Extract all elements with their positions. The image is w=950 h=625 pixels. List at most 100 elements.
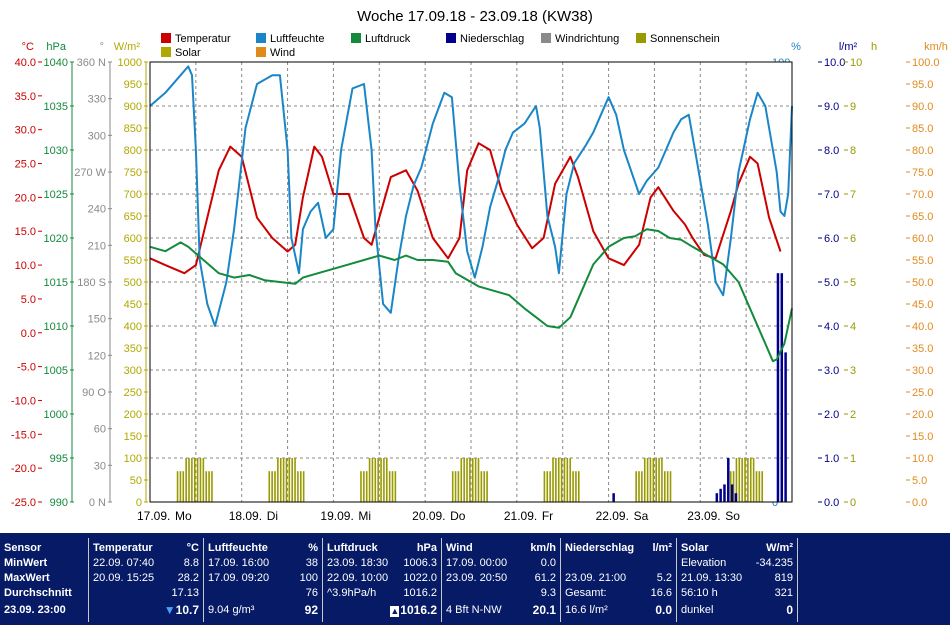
sunshine-bar	[297, 471, 299, 502]
sunshine-bar	[360, 471, 362, 502]
axis-tick-label-3-2: 900	[124, 101, 142, 113]
axis-tick-label-0-13: -25.0	[11, 497, 36, 509]
axis-tick-label-7-17: 15.0	[912, 431, 933, 443]
sunshine-bar	[383, 458, 385, 502]
axis-tick-label-3-1: 950	[124, 79, 142, 91]
solar-status: dunkel	[681, 604, 714, 616]
precipitation-total: 16.6	[650, 587, 672, 599]
legend-label-1: Luftfeuchte	[270, 33, 324, 45]
sunshine-value: 321	[774, 587, 793, 599]
legend-swatch-0	[161, 33, 171, 43]
axis-tick-label-5-9: 1.0	[824, 453, 839, 465]
axis-tick-label-6-2: 8	[850, 145, 856, 157]
axis-tick-label-3-13: 350	[124, 343, 142, 355]
axis-tick-label-3-6: 700	[124, 189, 142, 201]
solar-max: 819	[774, 572, 793, 584]
axis-tick-label-6-4: 6	[850, 233, 856, 245]
sunshine-bar	[457, 471, 460, 502]
precipitation-header: Niederschlag	[565, 542, 635, 554]
axis-tick-label-7-0: 100.0	[912, 57, 940, 69]
axis-tick-label-5-10: 0.0	[824, 497, 839, 509]
pressure-max-time: 22.09. 10:00	[327, 572, 389, 584]
sunshine-bar	[761, 471, 764, 502]
sunshine-bar	[652, 458, 655, 502]
sunshine-bar	[729, 471, 732, 502]
axis-tick-label-7-14: 30.0	[912, 365, 933, 377]
axis-tick-label-4-10: 0	[772, 497, 778, 509]
sunshine-bar	[744, 458, 746, 502]
axis-unit-6: h	[871, 41, 877, 53]
temperature-column: Temperatur °C 22.09. 07:40 8.8 20.09. 15:2…	[89, 533, 203, 625]
temperature-unit: °C	[186, 542, 199, 554]
sunshine-bar	[658, 458, 660, 502]
statistics-panel: Sensor MinWert MaxWert Durchschnitt 23.0…	[0, 533, 950, 625]
sunshine-bar	[749, 458, 752, 502]
sunshine-bar	[563, 458, 566, 502]
pressure-unit: hPa	[416, 542, 437, 554]
axis-unit-2: °	[100, 41, 104, 53]
sunshine-bar	[646, 458, 649, 502]
sunshine-bar	[285, 458, 288, 502]
axis-tick-label-2-1: 330	[88, 94, 106, 106]
sunshine-bar	[371, 458, 374, 502]
sunshine-bar	[566, 458, 569, 502]
axis-tick-label-1-0: 1040	[44, 57, 68, 69]
x-label-weekday-5: Sa	[634, 509, 649, 523]
axis-tick-label-3-0: 1000	[118, 57, 142, 69]
solar-unit: W/m²	[766, 542, 793, 554]
axis-tick-label-6-7: 3	[850, 365, 856, 377]
sunshine-bar	[179, 471, 182, 502]
avg-label: Durchschnitt	[4, 587, 72, 599]
axis-tick-label-7-9: 55.0	[912, 255, 933, 267]
wind-direction: 4 Bft N-NW	[446, 604, 502, 616]
axis-tick-label-7-3: 85.0	[912, 123, 933, 135]
axis-tick-label-2-6: 180 S	[77, 277, 106, 289]
axis-unit-3: W/m²	[114, 41, 141, 53]
axis-unit-4: %	[791, 41, 801, 53]
humidity-absolute: 9.04 g/m³	[208, 604, 255, 616]
precipitation-unit: l/m²	[652, 542, 672, 554]
temperature-current: 10.7	[175, 603, 199, 617]
sunshine-bar	[638, 471, 640, 502]
axis-tick-label-3-17: 150	[124, 431, 142, 443]
legend-label-4: Windrichtung	[555, 33, 619, 45]
sunshine-bar	[176, 471, 179, 502]
axis-tick-label-0-5: 15.0	[15, 226, 36, 238]
axis-tick-label-7-1: 95.0	[912, 79, 933, 91]
sunshine-bar	[471, 458, 474, 502]
sunshine-bar	[211, 471, 213, 502]
axis-tick-label-1-2: 1030	[44, 145, 68, 157]
axis-tick-label-2-0: 360 N	[77, 57, 106, 69]
legend-label-2: Luftdruck	[365, 33, 411, 45]
pressure-current: 1016.2	[400, 603, 437, 617]
chart-title: Woche 17.09.18 - 23.09.18 (KW38)	[357, 8, 593, 25]
axis-tick-label-3-8: 600	[124, 233, 142, 245]
sunshine-bar	[669, 471, 672, 502]
precipitation-bar	[784, 352, 787, 502]
sunshine-bar	[569, 458, 572, 502]
sunshine-bar	[486, 471, 488, 502]
precipitation-bar	[727, 458, 730, 502]
axis-tick-label-3-3: 850	[124, 123, 142, 135]
sunshine-bar	[641, 471, 643, 502]
sunshine-bar	[202, 458, 205, 502]
humidity-max: 100	[299, 572, 318, 584]
axis-tick-label-3-14: 300	[124, 365, 142, 377]
axis-tick-label-1-10: 990	[50, 497, 68, 509]
sunshine-bar	[758, 471, 761, 502]
axis-tick-label-7-2: 90.0	[912, 101, 933, 113]
axis-tick-label-7-5: 75.0	[912, 167, 933, 179]
sunshine-bar	[555, 458, 557, 502]
sunshine-bar	[643, 458, 646, 502]
axis-tick-label-5-8: 2.0	[824, 409, 839, 421]
axis-tick-label-3-12: 400	[124, 321, 142, 333]
trend-down-icon: ▼	[163, 603, 176, 617]
axis-tick-label-0-8: 0.0	[21, 328, 36, 340]
weather-chart: Woche 17.09.18 - 23.09.18 (KW38) Tempera…	[11, 8, 948, 523]
sunshine-bar	[460, 458, 463, 502]
pressure-trend: ^3.9hPa/h	[327, 587, 377, 599]
axis-tick-label-0-11: -15.0	[11, 429, 36, 441]
sunshine-bar	[188, 458, 190, 502]
axis-tick-label-1-3: 1025	[44, 189, 68, 201]
legend-swatch-7	[256, 47, 266, 57]
